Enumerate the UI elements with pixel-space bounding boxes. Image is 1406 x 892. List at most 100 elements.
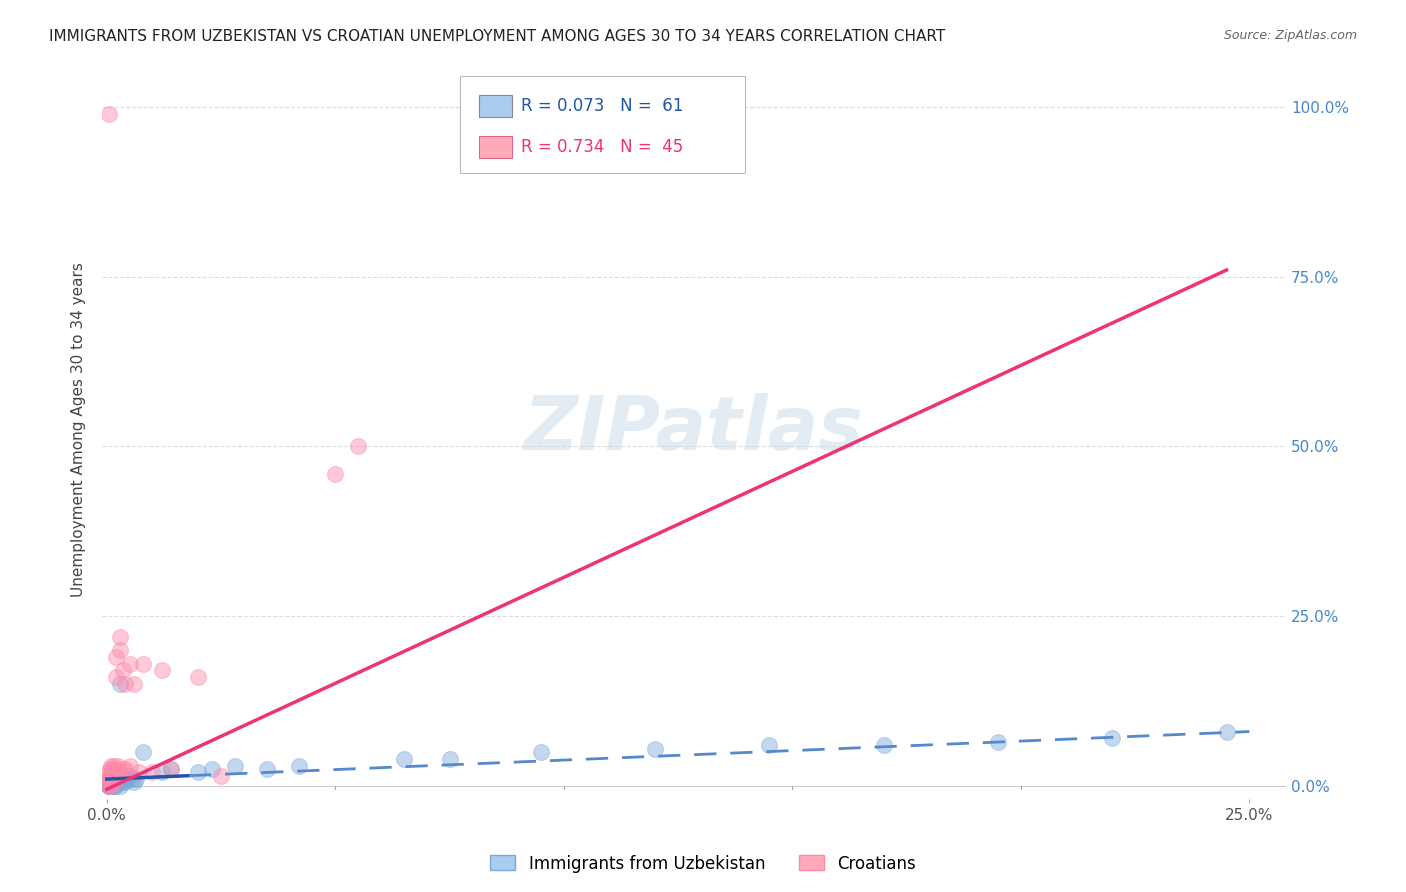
Point: [132, 745, 155, 759]
Point: [132, 657, 155, 671]
Point: [128, 765, 150, 780]
Point: [150, 765, 173, 780]
Text: ZIPatlas: ZIPatlas: [524, 393, 865, 466]
Point: [104, 779, 127, 793]
Point: [114, 762, 136, 776]
Point: [98, 772, 121, 786]
Point: [110, 643, 132, 657]
Point: [118, 657, 141, 671]
Point: [100, 765, 122, 780]
Point: [110, 779, 132, 793]
Point: [98, 107, 121, 121]
Point: [987, 735, 1010, 749]
Point: [392, 752, 415, 766]
Point: [100, 769, 122, 783]
Point: [111, 664, 134, 678]
Point: [104, 772, 127, 786]
Point: [187, 765, 209, 780]
Point: [103, 779, 125, 793]
Point: [104, 670, 127, 684]
Point: [100, 772, 122, 786]
Point: [98, 779, 121, 793]
Point: [758, 738, 780, 752]
Point: [141, 765, 163, 780]
Text: R = 0.734   N =  45: R = 0.734 N = 45: [522, 138, 683, 156]
Point: [439, 752, 461, 766]
Point: [224, 758, 246, 772]
Y-axis label: Unemployment Among Ages 30 to 34 years: Unemployment Among Ages 30 to 34 years: [72, 262, 86, 597]
Point: [1215, 724, 1237, 739]
Text: R = 0.073   N =  61: R = 0.073 N = 61: [522, 97, 683, 115]
Point: [98, 779, 121, 793]
Point: [103, 772, 125, 786]
Point: [100, 775, 122, 789]
Point: [98, 765, 121, 780]
Point: [118, 758, 141, 772]
Point: [104, 772, 127, 786]
Point: [103, 779, 125, 793]
Point: [104, 765, 127, 780]
Point: [101, 762, 124, 776]
Point: [111, 769, 134, 783]
Point: [287, 758, 309, 772]
Point: [107, 769, 129, 783]
Point: [103, 772, 125, 786]
Point: [209, 769, 232, 783]
Point: [100, 772, 122, 786]
Point: [104, 762, 127, 776]
Point: [98, 779, 121, 793]
Point: [118, 769, 141, 783]
Point: [101, 769, 124, 783]
Point: [98, 779, 121, 793]
Point: [104, 769, 127, 783]
Legend: Immigrants from Uzbekistan, Croatians: Immigrants from Uzbekistan, Croatians: [484, 848, 922, 880]
Point: [104, 649, 127, 664]
Point: [100, 772, 122, 786]
Point: [98, 779, 121, 793]
Point: [98, 775, 121, 789]
Point: [107, 775, 129, 789]
Point: [110, 772, 132, 786]
Point: [100, 762, 122, 776]
Point: [114, 775, 136, 789]
Point: [1101, 731, 1123, 746]
Point: [100, 775, 122, 789]
FancyBboxPatch shape: [460, 76, 745, 173]
Point: [98, 779, 121, 793]
Point: [100, 779, 122, 793]
FancyBboxPatch shape: [478, 136, 512, 158]
Point: [121, 772, 143, 786]
Point: [107, 758, 129, 772]
Point: [100, 769, 122, 783]
Point: [101, 775, 124, 789]
Point: [103, 765, 125, 780]
Point: [323, 467, 346, 481]
Point: [100, 779, 122, 793]
Point: [103, 775, 125, 789]
Point: [100, 769, 122, 783]
Point: [107, 765, 129, 780]
Point: [122, 677, 145, 691]
Point: [100, 758, 122, 772]
Point: [101, 772, 124, 786]
Point: [159, 762, 181, 776]
Text: IMMIGRANTS FROM UZBEKISTAN VS CROATIAN UNEMPLOYMENT AMONG AGES 30 TO 34 YEARS CO: IMMIGRANTS FROM UZBEKISTAN VS CROATIAN U…: [49, 29, 945, 44]
Point: [101, 775, 124, 789]
Point: [201, 762, 224, 776]
Point: [100, 779, 122, 793]
Point: [122, 775, 145, 789]
Point: [114, 772, 136, 786]
Point: [111, 762, 134, 776]
Point: [110, 765, 132, 780]
FancyBboxPatch shape: [478, 95, 512, 118]
Point: [150, 664, 173, 678]
Point: [103, 758, 125, 772]
Point: [103, 765, 125, 780]
Point: [104, 775, 127, 789]
Point: [347, 440, 370, 454]
Point: [111, 775, 134, 789]
Point: [104, 769, 127, 783]
Point: [107, 772, 129, 786]
Point: [873, 738, 896, 752]
Point: [256, 762, 278, 776]
